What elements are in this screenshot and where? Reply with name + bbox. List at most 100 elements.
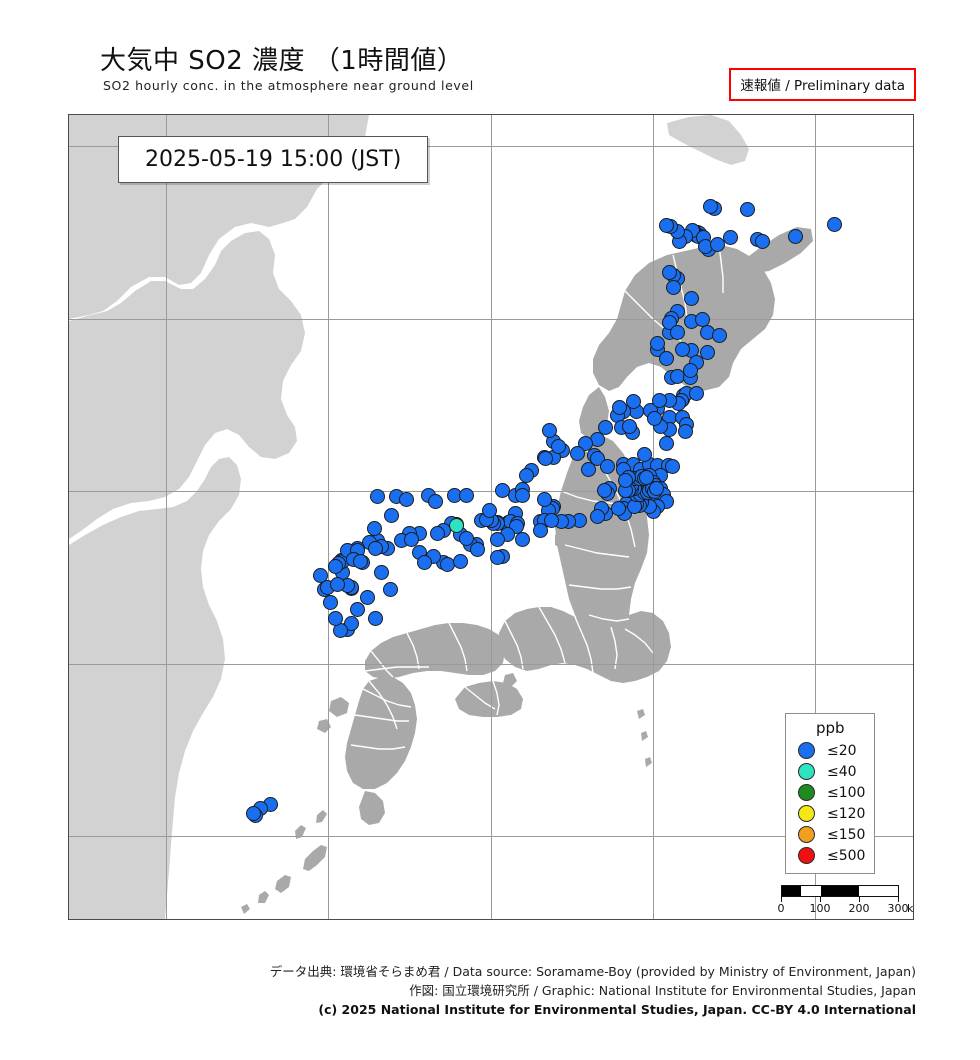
station-marker: [649, 335, 665, 351]
legend-rows: ≤20 ≤40 ≤100 ≤120 ≤150 ≤500: [795, 740, 865, 866]
station-marker: [658, 351, 674, 367]
station-marker: [428, 494, 444, 510]
map-plot-area[interactable]: 2025-05-19 15:00 (JST) ppb ≤20 ≤40 ≤100 ≤12…: [68, 114, 914, 920]
footer-line: 作図: 国立環境研究所 / Graphic: National Institut…: [409, 983, 916, 998]
y-axis-tick-minor: [68, 443, 69, 444]
legend-title: ppb: [815, 719, 845, 737]
scale-bar-tick-label: 200: [848, 902, 870, 915]
x-axis-tick-minor: [426, 919, 427, 920]
legend-panel: ppb ≤20 ≤40 ≤100 ≤120 ≤150 ≤500: [785, 713, 876, 874]
station-marker: [688, 386, 704, 402]
scale-bar-tick-label: 300: [887, 902, 909, 915]
station-marker: [430, 526, 446, 542]
station-marker: [323, 595, 339, 611]
station-marker: [541, 422, 557, 438]
station-marker: [453, 553, 469, 569]
station-marker: [682, 362, 698, 378]
legend-color-dot: [798, 847, 815, 864]
x-axis-tick-minor: [621, 919, 622, 920]
station-marker: [722, 230, 738, 246]
station-marker: [544, 513, 560, 529]
scale-bar-segment: [878, 886, 898, 896]
scale-bar-ticks: [781, 897, 899, 902]
y-axis-tick-major: [68, 684, 69, 685]
station-marker: [699, 345, 715, 361]
x-axis-tick-minor: [881, 919, 882, 920]
x-axis-tick-major: [816, 919, 817, 920]
station-marker: [344, 615, 360, 631]
x-axis-tick-major: [491, 919, 492, 920]
x-axis-tick-minor: [199, 919, 200, 920]
station-marker: [665, 459, 681, 475]
gridline-vertical: [815, 115, 816, 919]
scale-bar-segment: [839, 886, 860, 896]
station-marker: [661, 265, 677, 280]
legend-item: ≤150: [795, 824, 865, 845]
station-marker: [658, 435, 674, 451]
station-marker: [827, 217, 843, 233]
station-marker: [621, 419, 637, 435]
x-axis-tick-minor: [394, 919, 395, 920]
x-axis-tick-major: [653, 919, 654, 920]
legend-color-dot: [798, 805, 815, 822]
station-marker: [312, 567, 328, 583]
station-marker: [404, 531, 420, 547]
legend-item: ≤500: [795, 845, 865, 866]
legend-color-dot: [798, 826, 815, 843]
y-axis-tick-minor: [68, 753, 69, 754]
station-marker: [612, 399, 628, 415]
station-marker: [470, 542, 486, 558]
scale-bar-segment: [859, 886, 879, 896]
x-axis-tick-minor: [686, 919, 687, 920]
x-axis-tick-minor: [556, 919, 557, 920]
x-axis-tick-minor: [296, 919, 297, 920]
scale-bar-track: [781, 885, 899, 897]
legend-color-dot: [798, 784, 815, 801]
footer: データ出典: 環境省そらまめ君 / Data source: Soramame-…: [0, 962, 980, 1019]
scale-bar-unit: km: [907, 902, 914, 915]
y-axis-tick-minor: [68, 305, 69, 306]
scale-bar: 0 100 200 300km: [778, 885, 913, 916]
station-marker: [596, 483, 612, 499]
station-marker: [637, 446, 653, 462]
y-axis-tick-minor: [68, 719, 69, 720]
x-axis-tick-minor: [913, 919, 914, 920]
timestamp-box: 2025-05-19 15:00 (JST): [118, 136, 429, 183]
station-marker: [359, 590, 375, 606]
station-marker: [652, 392, 668, 408]
y-axis-tick-minor: [68, 650, 69, 651]
x-axis-tick-minor: [231, 919, 232, 920]
station-marker: [537, 451, 553, 467]
station-marker: [482, 503, 498, 519]
station-marker: [398, 491, 414, 507]
station-marker: [367, 611, 383, 627]
station-marker: [550, 438, 566, 454]
x-axis-tick-minor: [69, 919, 70, 920]
so2-station-markers: [69, 115, 913, 919]
station-marker: [666, 279, 682, 295]
legend-item: ≤40: [795, 761, 865, 782]
station-marker: [458, 530, 474, 546]
station-marker: [367, 541, 383, 557]
legend-item-label: ≤500: [827, 847, 866, 864]
y-axis-tick-minor: [68, 201, 69, 202]
y-axis-tick-minor: [68, 236, 69, 237]
legend-item: ≤120: [795, 803, 865, 824]
y-axis-tick-minor: [68, 374, 69, 375]
page-title: 大気中 SO2 濃度 （1時間値）: [100, 46, 464, 76]
legend-item: ≤100: [795, 782, 865, 803]
station-marker: [646, 410, 662, 426]
y-axis-tick-minor: [68, 132, 69, 133]
legend-item-label: ≤100: [827, 784, 866, 801]
y-axis-tick-major: [68, 857, 69, 858]
station-marker: [246, 805, 262, 821]
legend-item-label: ≤150: [827, 826, 866, 843]
axis-layer: 45°N40°N35°N30°N25°N125°E130°E135°E140°E…: [69, 115, 913, 919]
station-marker: [514, 488, 530, 504]
x-axis-tick-major: [329, 919, 330, 920]
station-marker: [739, 202, 755, 218]
y-axis-tick-minor: [68, 581, 69, 582]
station-marker: [417, 554, 433, 570]
y-axis-tick-major: [68, 339, 69, 340]
station-marker: [384, 507, 400, 523]
